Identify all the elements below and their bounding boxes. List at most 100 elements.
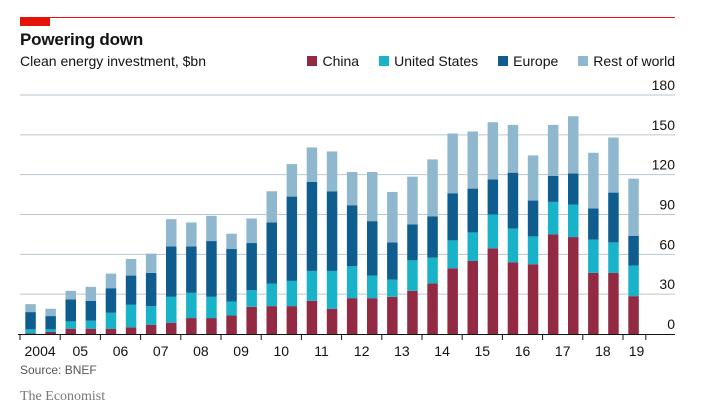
bar-segment-rest-of-world [487,122,499,180]
bar-segment-china [85,328,97,334]
bar-segment-china [206,318,217,334]
bar-segment-europe [487,179,499,215]
x-tick-label: 10 [274,343,290,359]
bar-segment-china [166,322,177,334]
bar-segment-china [507,262,519,334]
bar-stack [125,258,137,334]
x-axis [18,334,675,340]
bar-stack [407,176,418,334]
x-tick-label: 14 [434,343,450,359]
bar-segment-china [487,248,499,334]
y-tick-label: 180 [652,77,676,93]
bar-segment-europe [206,241,217,297]
bar-segment-rest-of-world [306,147,318,182]
bar-segment-rest-of-world [286,164,298,197]
x-tick-label: 07 [153,343,169,359]
x-tick-label: 13 [394,343,410,359]
bar-stack [427,159,438,334]
bar-segment-china [145,324,157,334]
bar-segment-united-states [407,260,418,291]
y-tick-label: 150 [652,117,676,133]
bar-segment-europe [125,275,137,305]
bar-segment-united-states [266,283,277,307]
bar-segment-europe [166,246,177,297]
bar-segment-europe [326,191,338,271]
bar-stack [547,124,559,334]
bar-segment-rest-of-world [105,273,117,289]
bar-stack [105,273,117,334]
bar-segment-rest-of-world [628,178,639,236]
bar-segment-united-states [286,280,298,307]
bar-segment-united-states [588,239,599,273]
bar-segment-united-states [467,232,478,261]
bar-segment-europe [286,196,298,281]
bar-segment-china [25,333,36,334]
bar-segment-europe [527,200,539,237]
bar-stack [507,124,519,334]
bar-segment-rest-of-world [246,218,257,244]
bar-stack [447,133,458,334]
legend-label-rest-of-world: Rest of world [593,53,675,69]
bar-segment-china [226,315,237,334]
bar-segment-china [387,296,398,334]
bar-stack [346,172,358,334]
bar-segment-china [105,328,117,334]
bar-segment-rest-of-world [206,215,217,242]
bar-segment-china [628,296,639,334]
bar-segment-europe [85,300,97,321]
bar-segment-united-states [487,214,499,249]
bar-segment-rest-of-world [326,151,338,192]
bar-segment-china [346,298,358,334]
bar-segment-europe [588,208,599,240]
legend-item-rest-of-world: Rest of world [578,53,675,69]
bar-segment-china [45,332,56,334]
bar-segment-rest-of-world [467,131,478,189]
x-tick-label: 05 [73,343,89,359]
x-tick-label: 19 [629,343,645,359]
x-tick-label: 11 [314,343,329,359]
bar-segment-europe [266,222,277,284]
bar-segment-united-states [145,306,157,325]
bar-segment-rest-of-world [387,191,398,243]
bar-segment-china [427,283,438,334]
legend-label-europe: Europe [513,53,559,69]
bar-stack [246,218,257,334]
bar-segment-rest-of-world [85,286,97,301]
legend-swatch-europe [498,56,509,66]
bar-segment-rest-of-world [145,253,157,273]
bar-stack [206,215,217,334]
bar-segment-united-states [125,304,137,328]
bar-segment-rest-of-world [427,159,438,217]
bar-segment-rest-of-world [367,172,378,222]
bar-stack [608,137,619,334]
x-axis-labels: 2004 05 06 07 08 09 10 11 12 13 14 15 16 17 18 19 [25,343,645,359]
bar-stack [186,222,197,334]
bar-segment-europe [65,299,76,322]
legend-label-united-states: United States [394,53,479,69]
bar-stack [166,219,177,334]
bar-segment-united-states [105,312,117,329]
x-tick-label: 18 [595,343,611,359]
bar-segment-rest-of-world [447,133,458,194]
bar-segment-united-states [206,296,217,319]
bar-segment-china [447,268,458,334]
bar-segment-united-states [85,320,97,329]
bar-segment-europe [246,243,257,291]
bar-segment-rest-of-world [527,155,539,201]
bar-segment-rest-of-world [407,176,418,225]
x-tick-label: 2004 [25,343,56,359]
bar-segment-united-states [25,329,36,334]
bar-segment-rest-of-world [588,152,599,209]
y-axis-labels: 0 30 60 90 120 150 180 [652,77,676,332]
bar-segment-europe [568,173,579,205]
bar-stack [588,152,599,334]
bar-stack [628,178,639,334]
bar-segment-china [547,234,559,334]
bar-segment-rest-of-world [507,124,519,173]
chart-title: Powering down [20,30,144,49]
x-tick-label: 17 [555,343,571,359]
bar-stack [65,290,76,334]
x-tick-label: 09 [233,343,249,359]
bar-segment-europe [105,288,117,313]
